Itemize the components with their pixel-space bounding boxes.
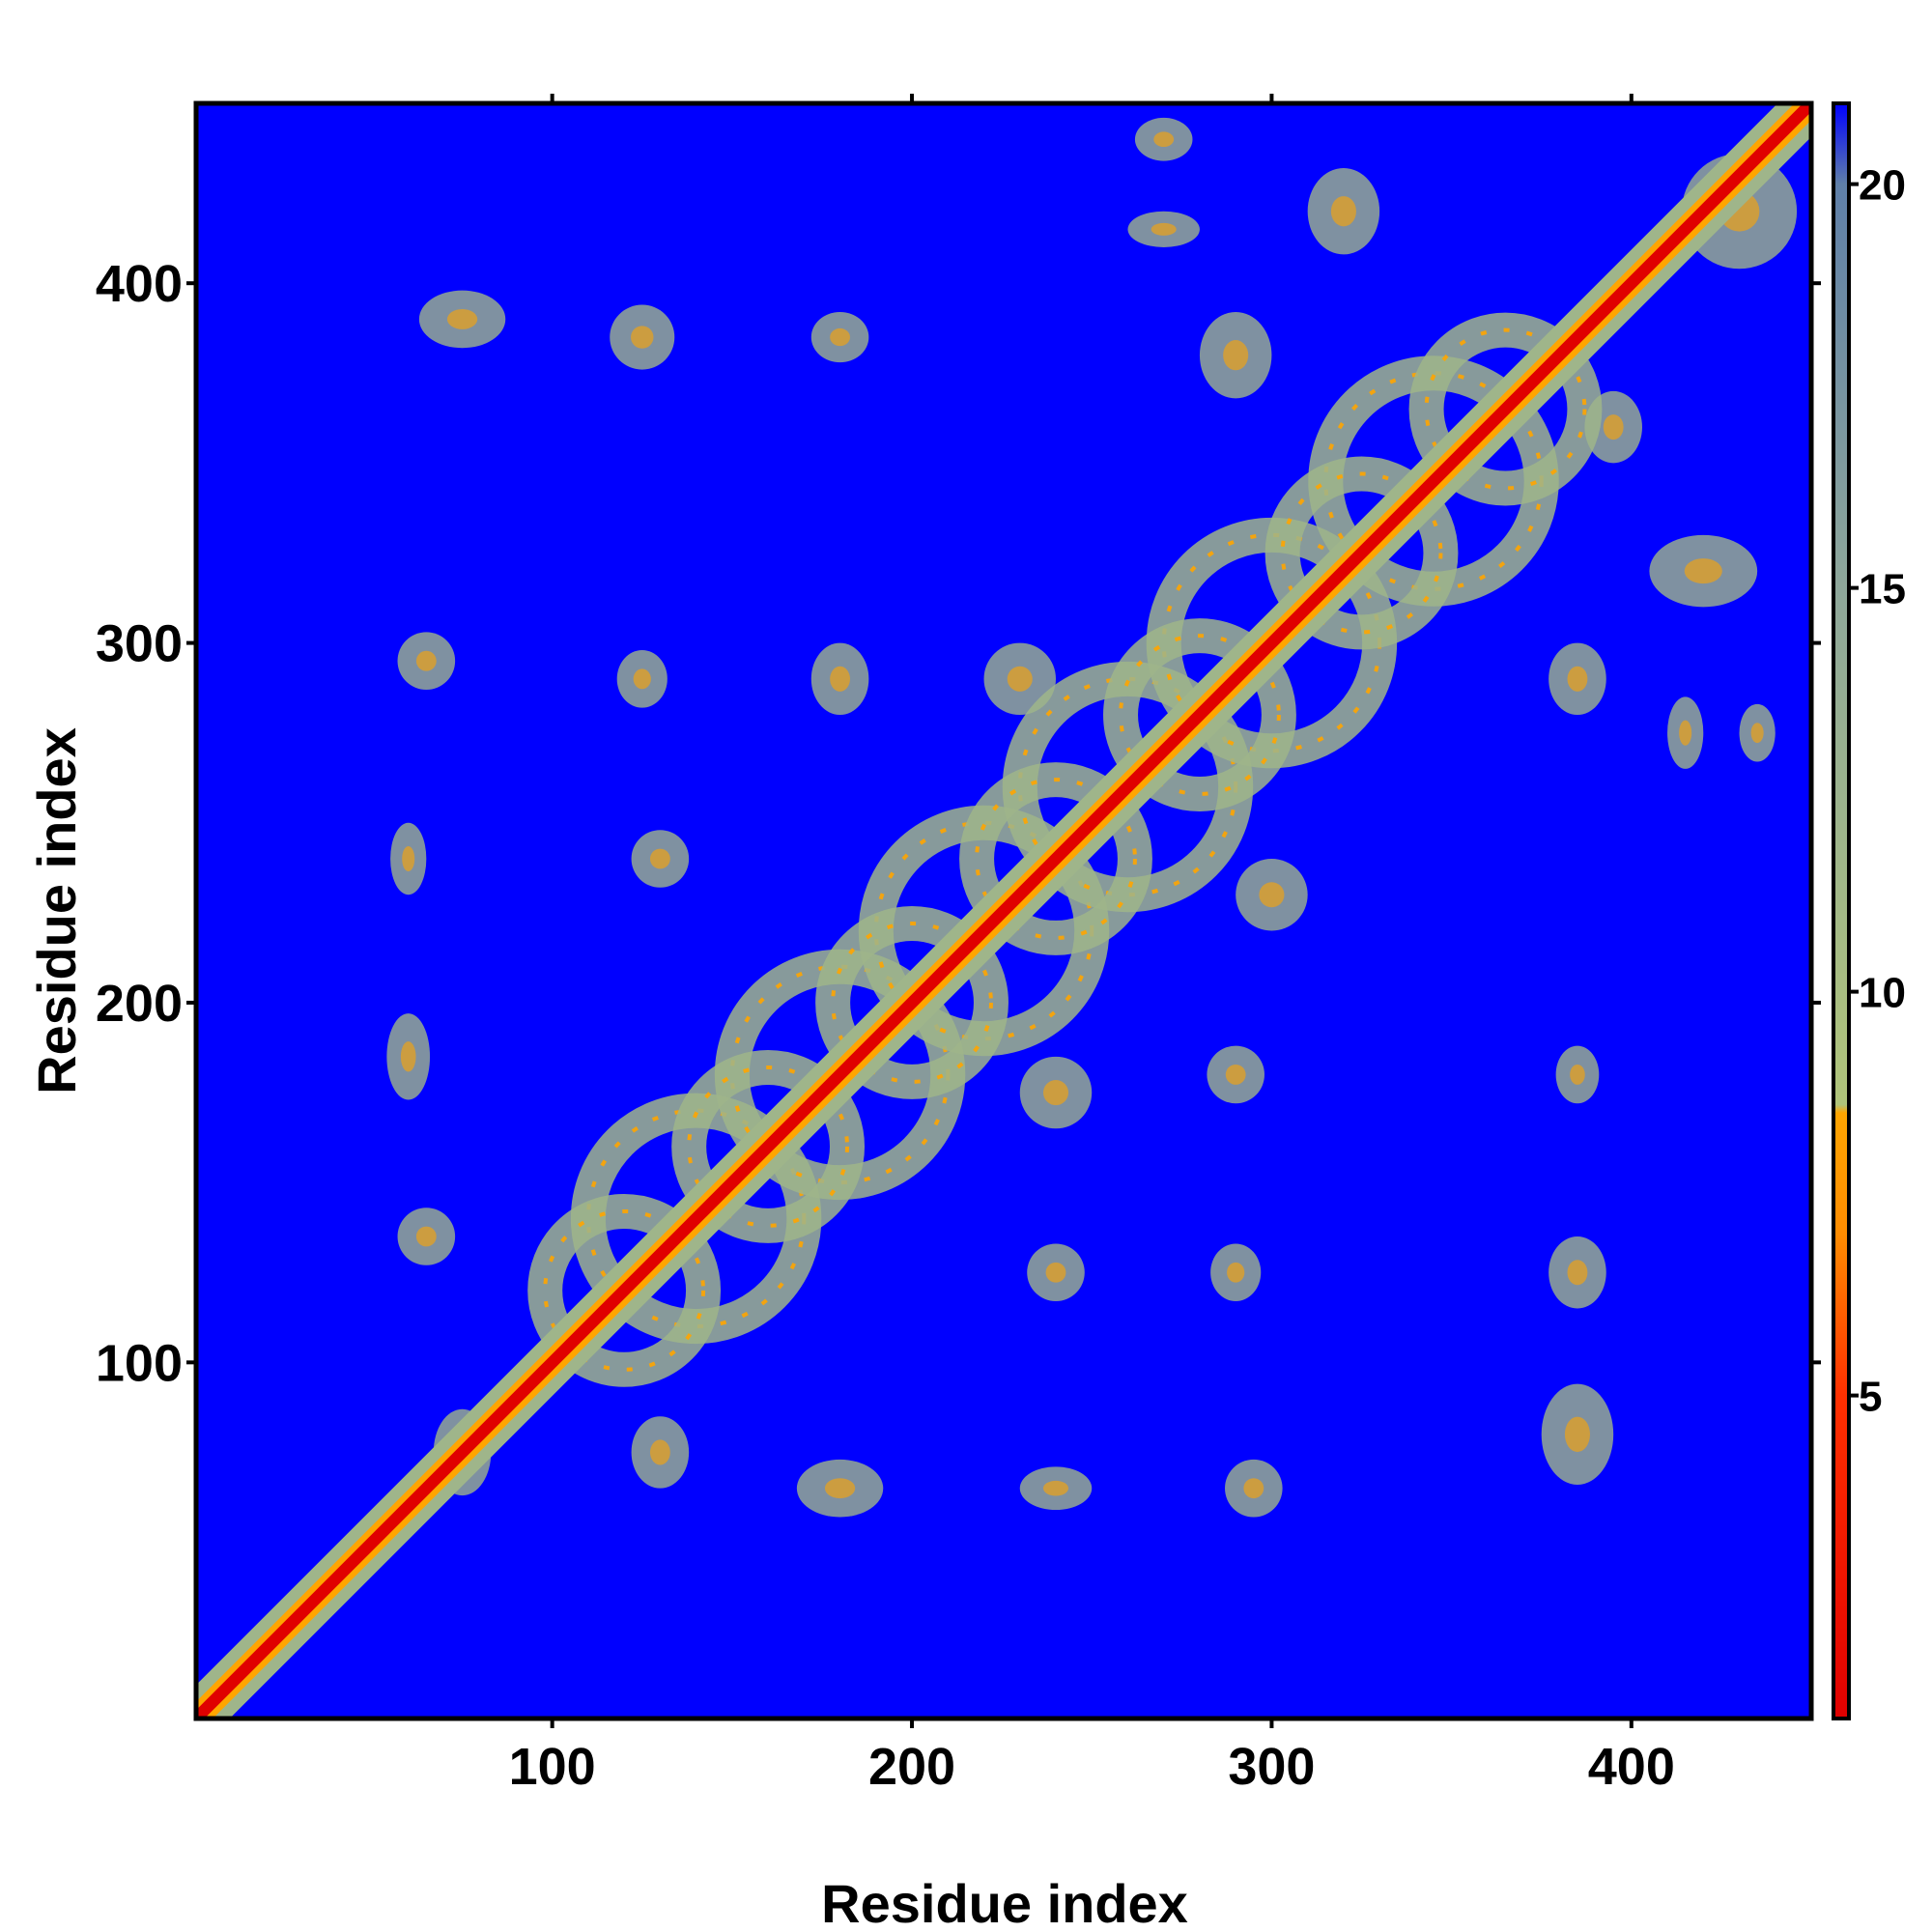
- heatmap-plot-area: [196, 103, 1811, 1719]
- contact-blob-core: [1570, 1065, 1585, 1085]
- y-tick-label: 400: [96, 255, 183, 313]
- contact-blob-core: [1750, 723, 1764, 744]
- diagonal-core: [196, 103, 1811, 1719]
- colorbar-tick-label: 5: [1859, 1374, 1882, 1421]
- contact-blob-core: [830, 327, 850, 347]
- contact-ring-core: [543, 1208, 706, 1372]
- contact-blob-core: [1567, 666, 1588, 692]
- x-axis-label: Residue index: [821, 1873, 1188, 1932]
- contact-blob-core: [1259, 882, 1285, 908]
- colorbar-tick-label: 20: [1859, 162, 1906, 210]
- contact-blob-core: [649, 848, 670, 869]
- colorbar-tick-label: 10: [1859, 970, 1906, 1017]
- contact-ring-core: [1424, 327, 1587, 491]
- y-axis-label: Residue index: [26, 727, 87, 1094]
- plot-frame: [193, 100, 1814, 1721]
- contact-blob-core: [1603, 414, 1624, 440]
- x-tick-label: 300: [1228, 1738, 1315, 1796]
- diagonal-band: [196, 103, 1811, 1719]
- contact-blob-core: [1151, 222, 1177, 236]
- contact-blob-core: [400, 1041, 416, 1072]
- colorbar: 5 10 15 20: [1832, 101, 1906, 1720]
- contact-blob-core: [1330, 196, 1356, 227]
- contact-blob-core: [1227, 1262, 1245, 1283]
- y-tick-label: 300: [96, 615, 183, 673]
- contact-blob-core: [1684, 558, 1722, 584]
- contact-blob-core: [1564, 1416, 1590, 1453]
- x-tick-label: 400: [1588, 1738, 1675, 1796]
- contact-blob-core: [1243, 1478, 1264, 1499]
- contact-blob-core: [830, 666, 850, 692]
- contact-blob-core: [631, 326, 654, 349]
- contact-blob-core: [649, 1439, 670, 1465]
- contact-blob-core: [1045, 1262, 1066, 1283]
- y-tick-label: 100: [96, 1334, 183, 1392]
- contact-blob-core: [1042, 1080, 1069, 1106]
- colorbar-ticks: 5 10 15 20: [1849, 162, 1906, 1421]
- x-tick-label: 100: [509, 1738, 596, 1796]
- contact-blob-core: [1042, 1480, 1069, 1496]
- y-axis-ticks: 100 200 300 400: [96, 255, 1821, 1392]
- colorbar-tick-label: 15: [1859, 566, 1906, 613]
- contact-ring-core: [687, 1065, 850, 1228]
- contact-blob-core: [1225, 1065, 1246, 1085]
- colorbar-gradient: [1832, 101, 1851, 1720]
- contact-ring-core: [975, 778, 1137, 940]
- contact-blob-core: [1567, 1260, 1588, 1286]
- contact-blob-core: [1223, 340, 1249, 371]
- contact-blob-core: [415, 650, 437, 671]
- contact-ring-core: [1280, 471, 1443, 635]
- contact-blob-core: [633, 668, 651, 690]
- contact-ring-core: [1119, 634, 1281, 796]
- x-axis-ticks: 100 200 300 400: [509, 94, 1675, 1796]
- x-tick-label: 200: [868, 1738, 955, 1796]
- contact-blob-core: [1007, 666, 1033, 692]
- contact-ring-core: [831, 922, 993, 1084]
- contact-features: [386, 117, 1798, 1518]
- contact-blob-core: [402, 845, 415, 872]
- contact-blob-core: [1679, 720, 1692, 746]
- y-tick-label: 200: [96, 975, 183, 1033]
- contact-blob-core: [446, 309, 478, 329]
- contact-blob-core: [415, 1226, 437, 1247]
- contact-blob-core: [1153, 131, 1175, 148]
- contact-blob-core: [824, 1478, 856, 1499]
